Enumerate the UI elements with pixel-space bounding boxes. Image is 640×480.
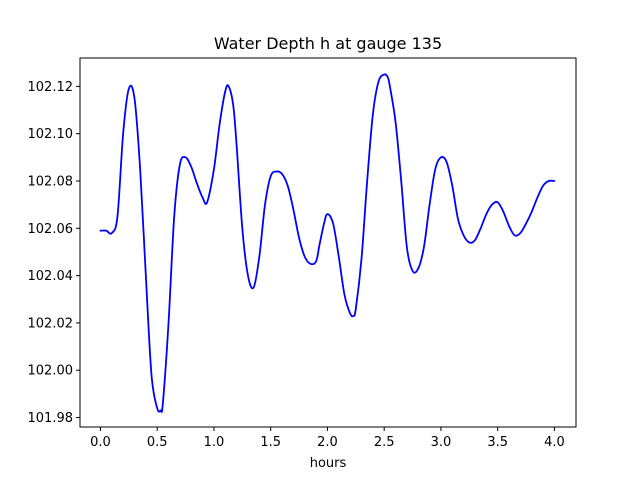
x-tick-label: 2.5: [374, 435, 395, 450]
x-tick-label: 0.5: [147, 435, 168, 450]
x-tick-label: 1.5: [260, 435, 281, 450]
y-axis-ticks: 101.98 102.00 102.02 102.04 102.06 102.08 102.…: [28, 80, 80, 426]
x-tick-label: 3.0: [431, 435, 452, 450]
y-tick-label: 102.08: [28, 175, 74, 190]
y-tick-label: 102.06: [28, 222, 74, 237]
x-tick-label: 2.0: [317, 435, 338, 450]
y-tick-label: 102.04: [28, 269, 74, 284]
plot-frame: [79, 57, 577, 428]
y-tick-label: 102.10: [28, 127, 74, 142]
x-axis-ticks: 0.0 0.5 1.0 1.5 2.0 2.5 3.0 3.5 4.0: [90, 427, 565, 450]
y-tick-label: 101.98: [28, 411, 74, 426]
x-tick-label: 0.0: [90, 435, 111, 450]
water-depth-series-line: [99, 73, 556, 413]
x-tick-label: 4.0: [544, 435, 565, 450]
x-tick-label: 3.5: [487, 435, 508, 450]
y-tick-label: 102.12: [28, 80, 74, 95]
chart-title: Water Depth h at gauge 135: [214, 34, 442, 53]
x-tick-label: 1.0: [204, 435, 225, 450]
y-tick-label: 102.00: [28, 364, 74, 379]
plot-area: 0.0 0.5 1.0 1.5 2.0 2.5 3.0 3.5 4.0 101.98 102.00…: [28, 57, 577, 450]
x-axis-label: hours: [310, 456, 347, 471]
y-tick-label: 102.02: [28, 316, 74, 331]
